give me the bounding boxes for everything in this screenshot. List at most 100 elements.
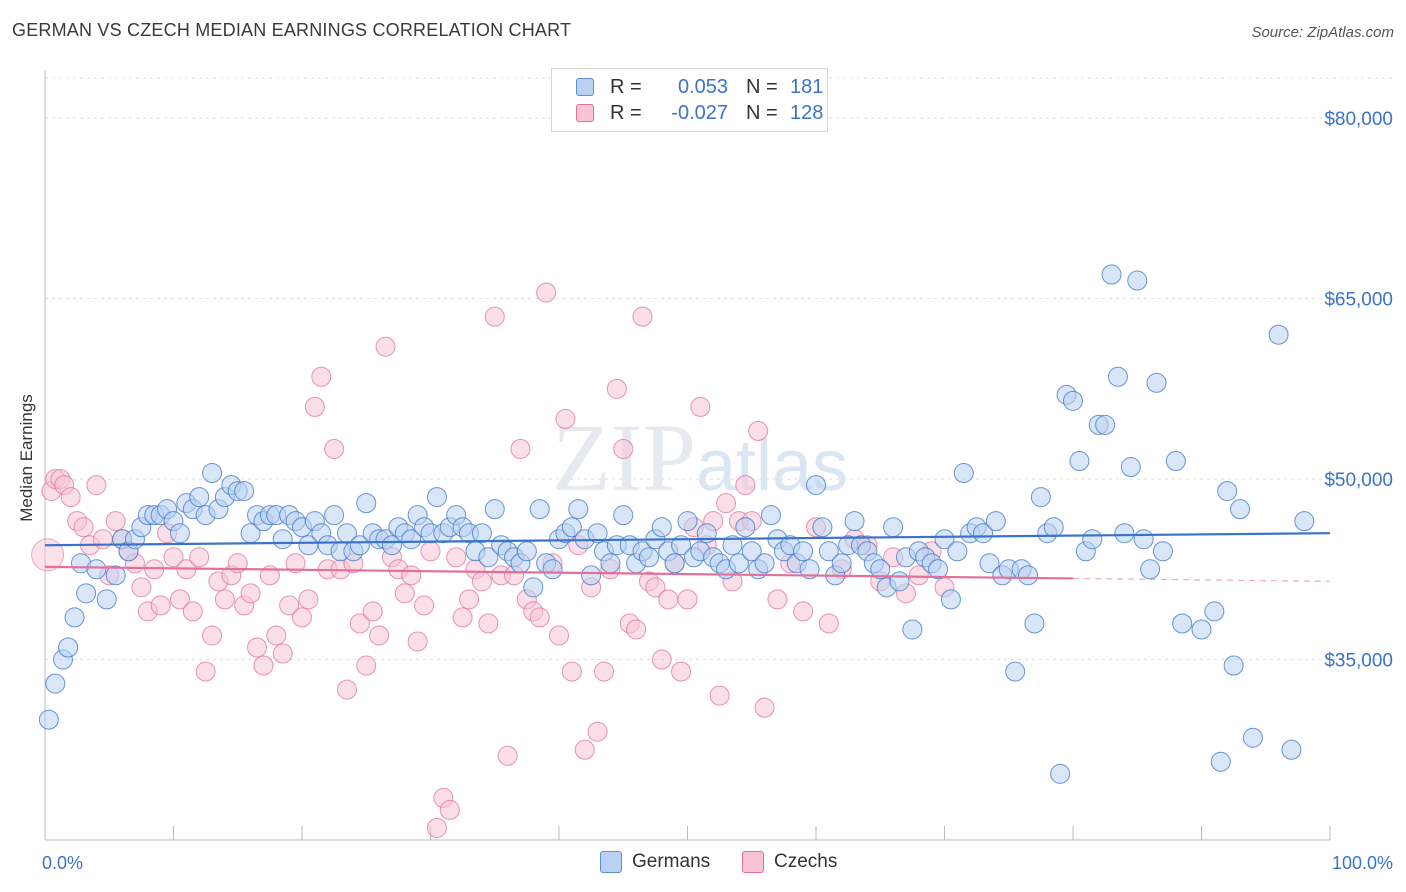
german-point <box>581 565 602 586</box>
czech-point <box>298 589 319 610</box>
german-point <box>1191 619 1212 640</box>
czech-point <box>716 493 737 514</box>
german-point <box>1101 264 1122 285</box>
german-point <box>96 589 117 610</box>
german-point <box>741 541 762 562</box>
german-point <box>1281 739 1302 760</box>
czech-point <box>626 619 647 640</box>
german-point <box>973 523 994 544</box>
czech-point <box>651 649 672 670</box>
n-value: 181 <box>790 75 824 98</box>
czech-point <box>131 577 152 598</box>
czech-point <box>690 396 711 417</box>
y-tick-label: $50,000 <box>1324 470 1393 491</box>
german-point <box>651 517 672 538</box>
german-point <box>1069 451 1090 472</box>
german-point <box>381 535 402 556</box>
czech-trend-extension <box>1072 577 1331 582</box>
german-point <box>947 541 968 562</box>
czech-point <box>31 538 65 572</box>
czech-point <box>574 739 595 760</box>
german-point <box>979 553 1000 574</box>
german-point <box>728 553 749 574</box>
legend-item-germans[interactable]: Germans <box>600 851 710 873</box>
czech-point <box>908 565 929 586</box>
german-point <box>953 463 974 484</box>
german-point <box>478 547 499 568</box>
czech-point <box>555 408 576 429</box>
german-point <box>1294 511 1315 532</box>
germans-swatch <box>576 78 594 96</box>
n-label: N = <box>746 75 778 98</box>
czech-point <box>671 661 692 682</box>
trend-lines <box>44 532 1331 582</box>
german-point <box>1268 324 1289 345</box>
czech-point <box>105 511 126 532</box>
german-point <box>844 511 865 532</box>
chart-title: GERMAN VS CZECH MEDIAN EARNINGS CORRELAT… <box>12 20 572 40</box>
y-tick-labels: $35,000 $50,000 $65,000 $80,000 <box>1324 109 1393 671</box>
source-label: Source: ZipAtlas.com <box>1251 24 1394 41</box>
german-point <box>516 541 537 562</box>
german-point <box>664 553 685 574</box>
czech-point <box>606 378 627 399</box>
german-point <box>1140 559 1161 580</box>
german-point <box>1107 366 1128 387</box>
czech-point <box>613 438 634 459</box>
german-points <box>38 264 1315 784</box>
czech-point <box>189 547 210 568</box>
czech-point <box>471 571 492 592</box>
german-point <box>1152 541 1173 562</box>
german-point <box>600 553 621 574</box>
german-point <box>356 493 377 514</box>
czech-point <box>414 595 435 616</box>
german-point <box>806 475 826 496</box>
czech-point <box>754 697 775 718</box>
czech-point <box>240 583 261 604</box>
german-point <box>1030 487 1051 508</box>
czech-point <box>459 589 480 610</box>
czech-point <box>677 589 698 610</box>
czech-point <box>253 655 274 676</box>
german-point <box>1217 481 1238 502</box>
german-point <box>1005 661 1026 682</box>
czech-point <box>439 799 460 820</box>
german-point <box>105 565 126 586</box>
german-point <box>272 529 293 550</box>
n-label: N = <box>746 101 778 124</box>
german-point <box>735 517 756 538</box>
czech-point <box>561 661 582 682</box>
german-point <box>793 541 814 562</box>
y-tick-label: $65,000 <box>1324 290 1393 311</box>
czech-point <box>536 282 557 303</box>
czech-point <box>793 601 814 622</box>
czech-point <box>420 541 441 562</box>
german-point <box>1230 499 1251 520</box>
czech-point <box>510 438 531 459</box>
czech-point <box>645 577 666 598</box>
german-point <box>568 499 589 520</box>
german-point <box>812 517 833 538</box>
czech-point <box>169 589 190 610</box>
german-point <box>902 619 923 640</box>
r-label: R = <box>610 101 642 124</box>
czech-point <box>587 721 608 742</box>
german-point <box>169 523 190 544</box>
czech-point <box>182 601 203 622</box>
czech-points <box>31 282 955 838</box>
czech-point <box>375 336 396 357</box>
czech-point <box>478 613 499 634</box>
czech-point <box>362 601 383 622</box>
german-point <box>985 511 1006 532</box>
german-point <box>1120 457 1141 478</box>
german-point <box>324 505 345 526</box>
czech-point <box>73 517 94 538</box>
legend-item-czechs[interactable]: Czechs <box>742 851 837 873</box>
czech-point <box>446 547 467 568</box>
german-point <box>234 481 255 502</box>
german-trend-line <box>44 532 1331 547</box>
german-point <box>1043 517 1064 538</box>
german-point <box>1018 565 1039 586</box>
german-point <box>1024 613 1045 634</box>
czech-point <box>266 625 287 646</box>
